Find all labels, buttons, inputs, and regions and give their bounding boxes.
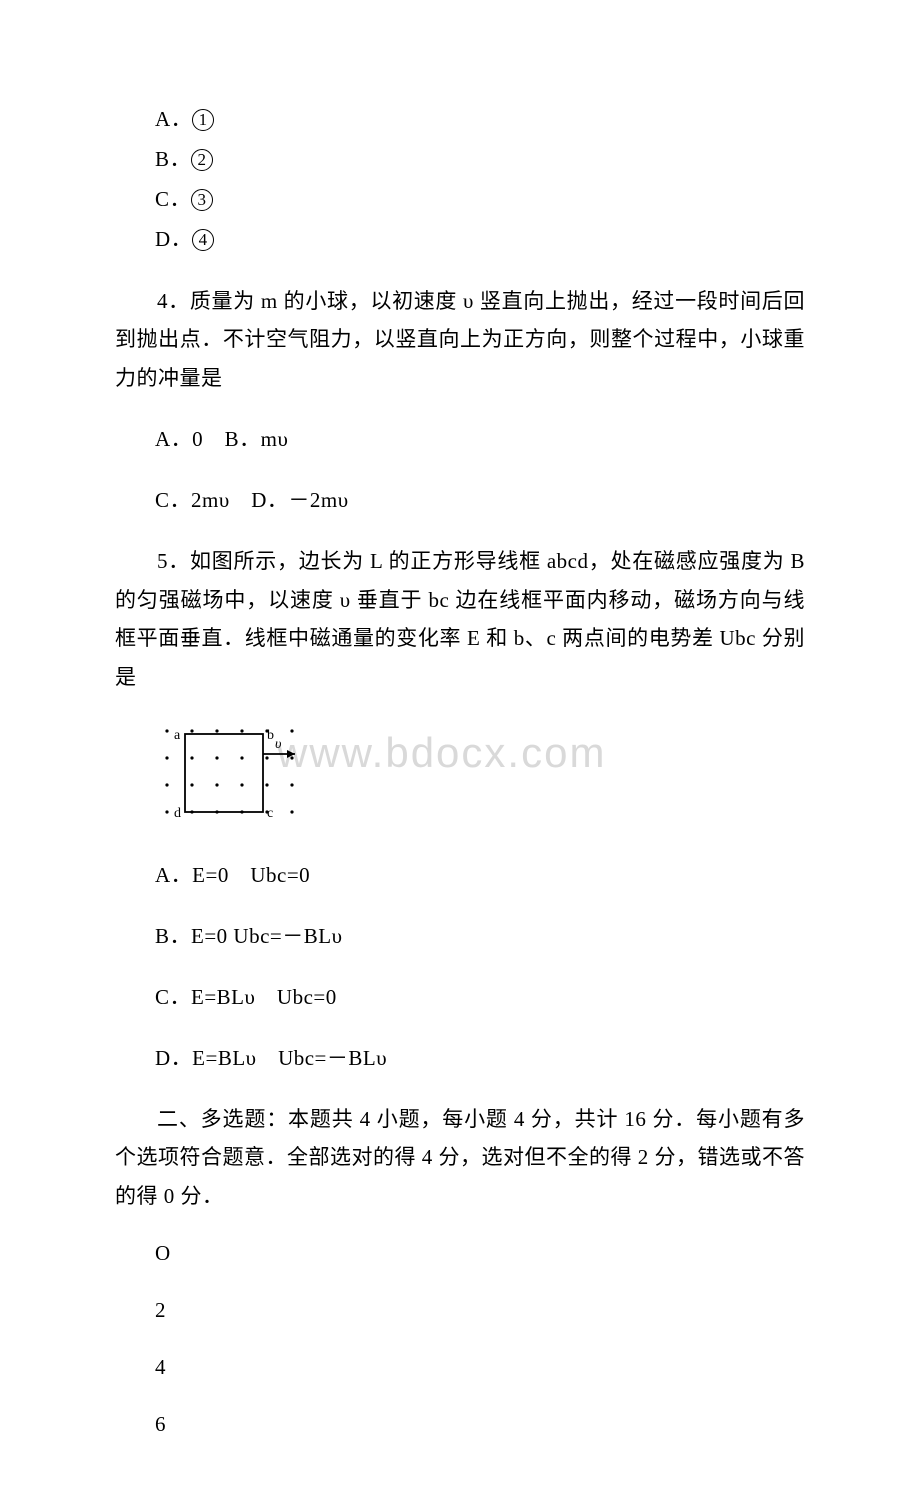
circled-number: 3 xyxy=(191,189,213,211)
svg-text:d: d xyxy=(174,806,181,821)
circled-number: 4 xyxy=(192,229,214,251)
circled-number: 2 xyxy=(191,149,213,171)
option-label: C． xyxy=(155,187,191,211)
q5-stem: 5．如图所示，边长为 L 的正方形导线框 abcd，处在磁感应强度为 B 的匀强… xyxy=(115,542,805,697)
circled-number: 1 xyxy=(192,109,214,131)
q3-option-d: D．4 xyxy=(155,220,805,260)
q3-option-c: C．3 xyxy=(155,180,805,220)
q5-diagram: www.bdocx.com abdcυ xyxy=(157,719,805,834)
q3-option-b: B．2 xyxy=(155,140,805,180)
q5-option-a: A．E=0 Ubc=0 xyxy=(155,856,805,895)
q3-option-a: A．1 xyxy=(155,100,805,140)
q5-option-d: D．E=BLυ Ubc=－BLυ xyxy=(155,1039,805,1078)
q4-stem: 4．质量为 m 的小球，以初速度 υ 竖直向上抛出，经过一段时间后回到抛出点．不… xyxy=(115,282,805,399)
option-label: B． xyxy=(155,147,191,171)
svg-text:υ: υ xyxy=(275,737,281,752)
svg-text:c: c xyxy=(267,806,273,821)
char-line-3: 4 xyxy=(155,1348,805,1387)
option-label: A． xyxy=(155,107,192,131)
q4-options-line2: C．2mυ D．－2mυ xyxy=(155,481,805,520)
char-line-2: 2 xyxy=(155,1291,805,1330)
q4-options-line1: A．0 B．mυ xyxy=(155,420,805,459)
q5-option-b: B．E=0 Ubc=－BLυ xyxy=(155,917,805,956)
q5-option-c: C．E=BLυ Ubc=0 xyxy=(155,978,805,1017)
char-line-4: 6 xyxy=(155,1405,805,1444)
circuit-diagram-svg: a b d c υ xyxy=(157,719,337,834)
svg-text:b: b xyxy=(267,728,274,743)
option-label: D． xyxy=(155,227,192,251)
svg-text:a: a xyxy=(174,728,181,743)
section2-heading: 二、多选题：本题共 4 小题，每小题 4 分，共计 16 分．每小题有多个选项符… xyxy=(115,1100,805,1217)
char-line-1: O xyxy=(155,1234,805,1273)
